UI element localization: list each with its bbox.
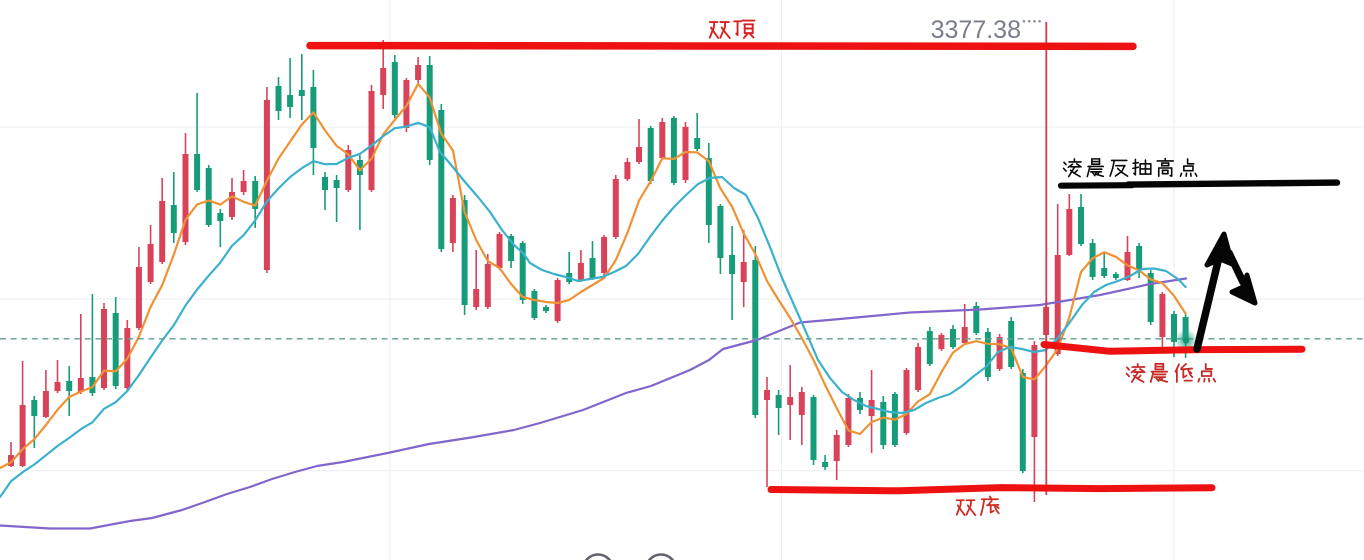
svg-text:3377.38: 3377.38: [931, 16, 1021, 44]
